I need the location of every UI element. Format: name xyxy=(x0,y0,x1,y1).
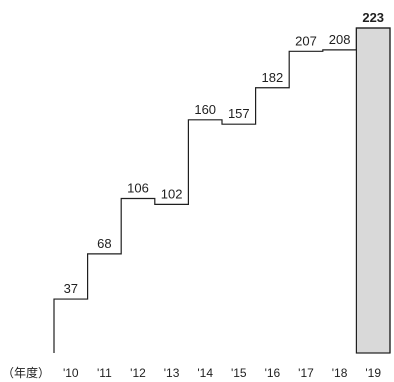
tick-label-10: '10 xyxy=(63,366,79,380)
tick-label-12: '12 xyxy=(130,366,146,380)
value-label-12: 106 xyxy=(127,181,149,196)
value-label-10: 37 xyxy=(64,281,78,296)
tick-label-18: '18 xyxy=(332,366,348,380)
value-label-19: 223 xyxy=(362,10,384,25)
tick-label-11: '11 xyxy=(97,366,112,380)
value-label-15: 157 xyxy=(228,106,250,121)
value-label-13: 102 xyxy=(161,186,183,201)
highlight-layer xyxy=(355,27,391,354)
step-line xyxy=(53,27,391,353)
highlight-bar-19 xyxy=(355,27,391,354)
tick-label-15: '15 xyxy=(231,366,247,380)
value-label-18: 208 xyxy=(329,32,351,47)
value-label-17: 207 xyxy=(295,33,317,48)
x-axis-label: （年度） xyxy=(2,365,50,380)
tick-label-13: '13 xyxy=(164,366,180,380)
value-label-14: 160 xyxy=(194,102,216,117)
line-layer xyxy=(53,27,391,353)
tick-label-19: '19 xyxy=(365,366,381,380)
tick-label-17: '17 xyxy=(298,366,314,380)
value-labels: 37 68 106 102 160 157 182 207 208 223 xyxy=(64,10,384,296)
tick-label-16: '16 xyxy=(265,366,281,380)
value-label-16: 182 xyxy=(262,70,284,85)
x-axis: （年度） '10 '11 '12 '13 '14 '15 '16 '17 '18 '19 xyxy=(2,365,381,380)
value-label-11: 68 xyxy=(97,236,111,251)
tick-label-14: '14 xyxy=(197,366,213,380)
